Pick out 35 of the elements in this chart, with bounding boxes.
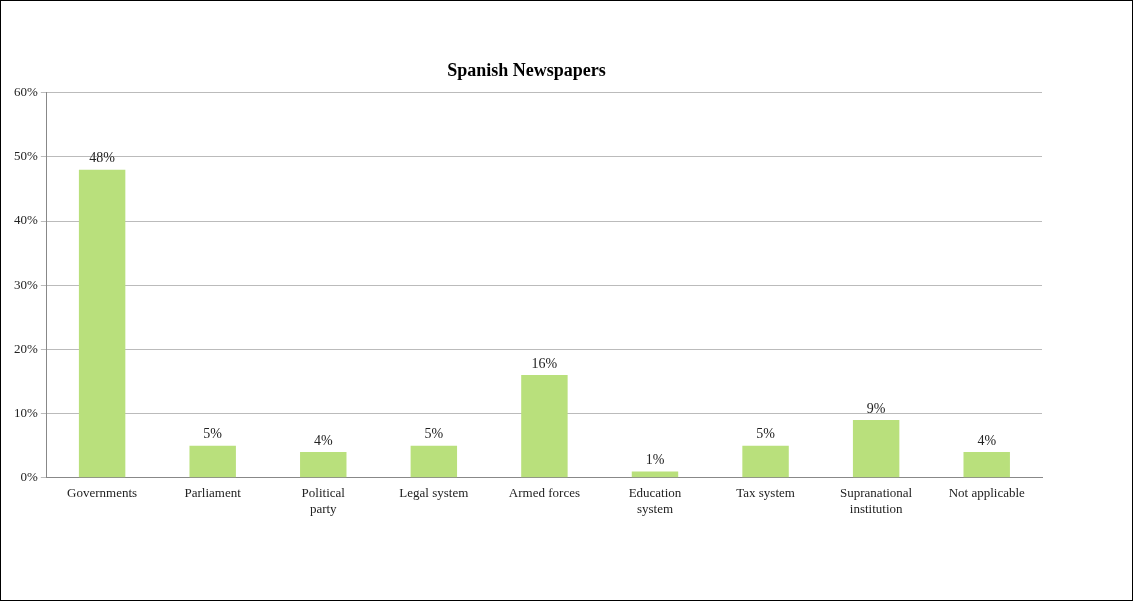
data-label: 1% — [645, 452, 665, 468]
x-tick-label: Not applicable — [948, 485, 1026, 501]
x-tick-label: Armed forces — [508, 485, 580, 501]
bar — [631, 471, 679, 478]
x-tick-label: Education system — [628, 485, 682, 516]
bar — [963, 452, 1010, 478]
y-tick-label: 40% — [13, 212, 38, 228]
y-tick-label: 30% — [13, 276, 38, 292]
data-label: 16% — [531, 355, 558, 371]
x-tick-label: Parliament — [184, 485, 242, 501]
bar — [852, 420, 900, 478]
data-label: 9% — [866, 400, 886, 416]
bar — [300, 452, 347, 478]
bar — [521, 375, 568, 478]
data-label: 48% — [89, 150, 116, 166]
y-tick-label: 0% — [20, 469, 38, 485]
bar — [742, 445, 789, 478]
data-label: 4% — [313, 432, 333, 448]
bar — [410, 445, 458, 478]
x-tick-label: Tax system — [736, 485, 795, 501]
x-tick-label: Supranational institution — [840, 485, 913, 516]
y-tick-label: 60% — [13, 84, 38, 100]
x-tick-label: Legal system — [399, 485, 469, 501]
y-tick-label: 20% — [13, 340, 38, 356]
bar — [189, 445, 236, 478]
data-label: 5% — [203, 426, 223, 442]
data-label: 4% — [977, 432, 997, 448]
bar — [78, 169, 126, 478]
x-tick-label: Governments — [67, 485, 138, 501]
data-label: 5% — [424, 426, 444, 442]
y-tick-label: 50% — [13, 148, 38, 164]
chart-title: Spanish Newspapers — [447, 60, 606, 81]
x-tick-label: Political party — [301, 485, 346, 516]
data-label: 5% — [756, 426, 776, 442]
y-tick-label: 10% — [13, 405, 38, 421]
